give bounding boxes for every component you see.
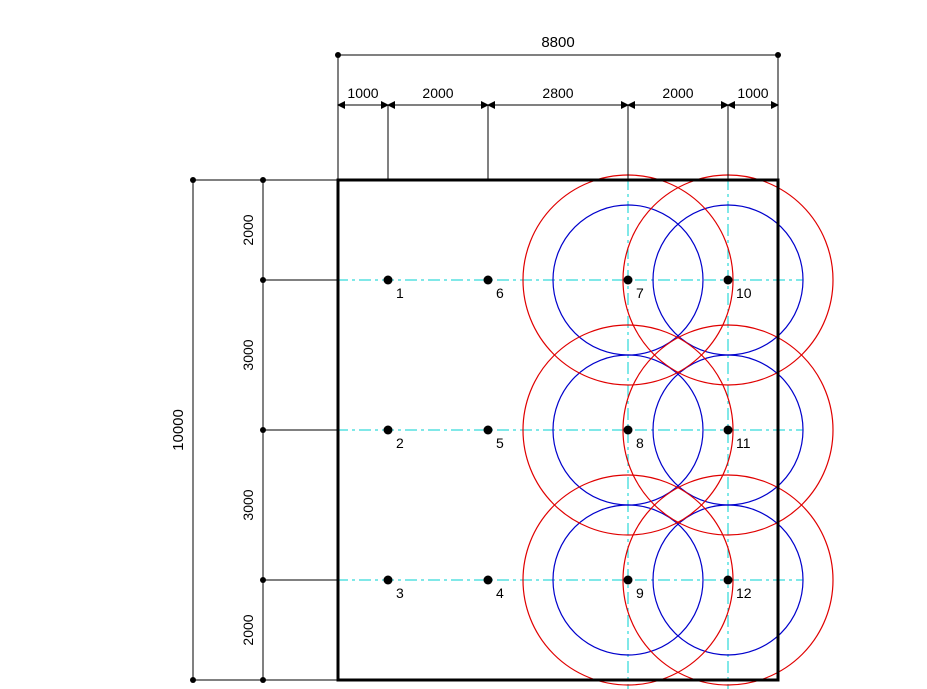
dim-label-left-seg: 2000 xyxy=(240,214,256,245)
point-label: 6 xyxy=(496,285,504,301)
dim-label-left-overall: 10000 xyxy=(170,409,187,451)
dim-label-top-seg: 1000 xyxy=(347,85,378,101)
dim-label-top-overall: 8800 xyxy=(541,34,574,51)
point-label: 12 xyxy=(736,585,752,601)
dim-label-left-seg: 3000 xyxy=(240,489,256,520)
point-label: 1 xyxy=(396,285,404,301)
point-label: 5 xyxy=(496,435,504,451)
point-label: 7 xyxy=(636,285,644,301)
dim-label-top-seg: 2800 xyxy=(542,85,573,101)
dim-label-top-seg: 1000 xyxy=(737,85,768,101)
dim-label-left-seg: 3000 xyxy=(240,339,256,370)
point-label: 2 xyxy=(396,435,404,451)
point-label: 3 xyxy=(396,585,404,601)
point-label: 4 xyxy=(496,585,504,601)
point-label: 11 xyxy=(736,435,751,451)
dim-label-top-seg: 2000 xyxy=(662,85,693,101)
diagram-canvas: 1234567891011128800100020002800200010001… xyxy=(0,0,927,689)
point-label: 9 xyxy=(636,585,644,601)
dim-label-left-seg: 2000 xyxy=(240,614,256,645)
dim-label-top-seg: 2000 xyxy=(422,85,453,101)
point-label: 8 xyxy=(636,435,644,451)
point-label: 10 xyxy=(736,285,752,301)
